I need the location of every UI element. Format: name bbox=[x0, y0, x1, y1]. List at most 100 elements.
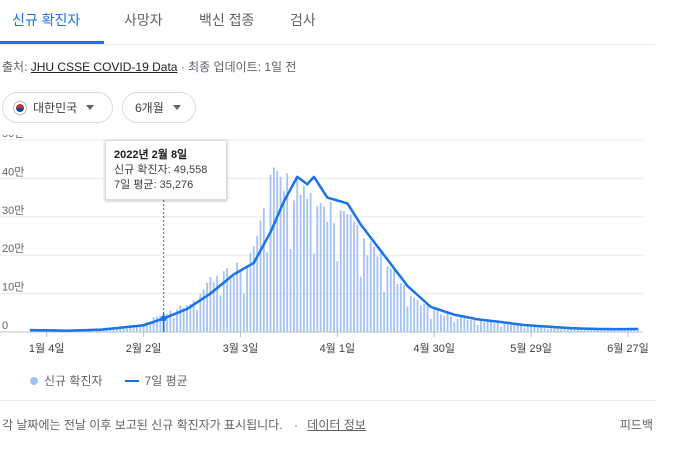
bar bbox=[176, 309, 178, 332]
bar bbox=[336, 261, 339, 332]
bar bbox=[543, 326, 546, 332]
bar bbox=[550, 327, 553, 332]
bar bbox=[125, 328, 128, 332]
y-tick-label: 0 bbox=[2, 320, 8, 332]
source-updated: · 최종 업데이트: 1일 전 bbox=[177, 60, 297, 74]
bar bbox=[633, 328, 636, 332]
x-tick-label: 3월 3일 bbox=[223, 341, 259, 355]
bar bbox=[266, 252, 269, 332]
bar bbox=[289, 248, 292, 332]
bar bbox=[343, 211, 345, 332]
bar bbox=[192, 300, 195, 332]
bar bbox=[560, 327, 563, 332]
region-selector[interactable]: 대한민국 bbox=[2, 92, 113, 123]
bar bbox=[386, 266, 389, 332]
bar bbox=[553, 327, 556, 332]
tab-tests[interactable]: 검사 bbox=[290, 12, 316, 28]
bar bbox=[269, 174, 272, 332]
tooltip-date: 2022년 2월 8일 bbox=[114, 149, 188, 161]
bar bbox=[279, 176, 282, 332]
bar bbox=[510, 322, 512, 332]
bar bbox=[500, 326, 502, 332]
bar bbox=[433, 308, 436, 332]
bar bbox=[490, 321, 492, 332]
bar bbox=[232, 276, 235, 332]
bar bbox=[282, 191, 285, 332]
bar bbox=[246, 265, 249, 332]
bar bbox=[523, 327, 526, 332]
bar bbox=[212, 282, 215, 332]
bar bbox=[259, 220, 262, 332]
bar bbox=[593, 330, 596, 332]
bar bbox=[637, 328, 639, 332]
footer-note: 각 날짜에는 전날 이후 보고된 신규 확진자가 표시됩니다. · 데이터 정보 bbox=[2, 416, 366, 433]
bar bbox=[132, 325, 135, 332]
korea-flag-icon bbox=[13, 100, 27, 115]
bar bbox=[272, 167, 275, 332]
bar bbox=[339, 210, 342, 332]
bar bbox=[142, 324, 145, 332]
bar bbox=[293, 200, 295, 332]
tooltip-new-cases: 신규 확진자: 49,558 bbox=[114, 164, 208, 176]
dropdown-arrow-icon bbox=[172, 105, 181, 110]
tab-deaths[interactable]: 사망자 bbox=[124, 12, 163, 28]
bar bbox=[413, 297, 416, 332]
legend-line-swatch bbox=[124, 379, 139, 382]
bar bbox=[202, 289, 205, 332]
bar bbox=[333, 223, 335, 332]
bar bbox=[399, 283, 402, 332]
bar bbox=[613, 328, 616, 332]
bar bbox=[219, 295, 222, 332]
bar bbox=[493, 322, 496, 332]
chart-legend: 신규 확진자 7일 평균 bbox=[30, 372, 188, 389]
bar bbox=[159, 315, 162, 332]
source-link[interactable]: JHU CSSE COVID-19 Data bbox=[30, 60, 178, 74]
bar bbox=[409, 295, 412, 332]
active-tab-indicator bbox=[0, 41, 104, 44]
chart-tooltip: 2022년 2월 8일 신규 확진자: 49,558 7일 평균: 35,276 bbox=[105, 140, 227, 200]
bar bbox=[172, 317, 175, 332]
bar bbox=[607, 329, 609, 332]
bar bbox=[610, 328, 613, 332]
bar bbox=[623, 329, 626, 332]
tab-new-cases[interactable]: 신규 확진자 bbox=[12, 12, 81, 28]
bar bbox=[416, 299, 419, 332]
bar bbox=[379, 252, 382, 332]
bar bbox=[597, 329, 599, 332]
bar bbox=[373, 246, 375, 332]
bar bbox=[460, 316, 462, 332]
data-info-link[interactable]: 데이터 정보 bbox=[307, 418, 366, 432]
bar bbox=[182, 307, 185, 332]
bar bbox=[403, 284, 406, 332]
bar bbox=[129, 324, 132, 332]
tab-bar: 신규 확진자 사망자 백신 접종 검사 bbox=[0, 0, 655, 45]
bar bbox=[520, 324, 522, 332]
bar bbox=[136, 325, 138, 332]
bar bbox=[323, 206, 325, 332]
y-tick-label: 20만 bbox=[2, 242, 24, 255]
bar bbox=[453, 322, 456, 332]
x-tick-label: 4월 30일 bbox=[413, 341, 455, 355]
bar bbox=[617, 329, 619, 332]
data-source: 출처: JHU CSSE COVID-19 Data · 최종 업데이트: 1일… bbox=[2, 58, 296, 75]
cases-chart[interactable]: 0 10만 20만 30만 40만 50만 1월 4일 2월 2일 3월 3일 4월 1일 4월 … bbox=[0, 135, 660, 360]
bar bbox=[209, 277, 212, 332]
bar bbox=[536, 326, 539, 332]
bar bbox=[506, 323, 509, 332]
bar bbox=[216, 275, 218, 332]
bar bbox=[353, 221, 355, 332]
period-selector[interactable]: 6개월 bbox=[122, 92, 196, 123]
bar bbox=[366, 255, 369, 332]
x-tick-label: 6월 27일 bbox=[607, 341, 649, 355]
bar bbox=[406, 306, 409, 332]
tab-vaccinations[interactable]: 백신 접종 bbox=[199, 12, 255, 28]
bar bbox=[533, 326, 536, 332]
bar bbox=[603, 329, 606, 332]
bar bbox=[419, 305, 422, 332]
bar bbox=[119, 326, 122, 332]
bar bbox=[152, 317, 155, 332]
bar bbox=[473, 318, 476, 332]
feedback-link[interactable]: 피드백 bbox=[619, 418, 653, 432]
divider bbox=[0, 400, 655, 401]
bar bbox=[556, 327, 559, 332]
